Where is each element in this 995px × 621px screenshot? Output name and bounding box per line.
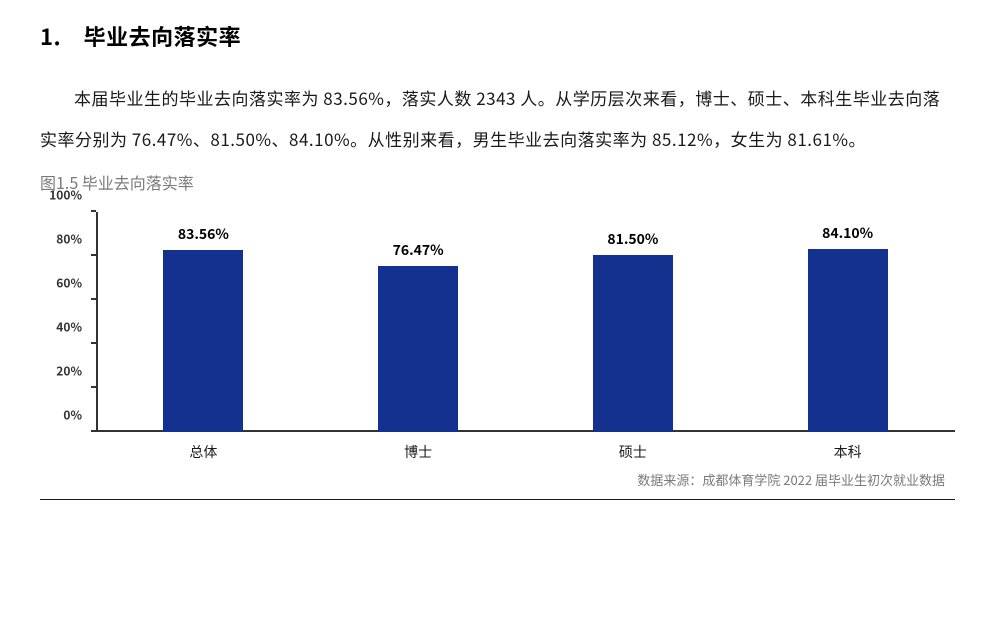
y-tick-label: 80%: [56, 230, 82, 247]
x-tick-label: 总体: [96, 434, 311, 462]
y-tick-label: 0%: [63, 406, 82, 423]
bar-slot: 76.47%: [311, 215, 526, 432]
bar: [808, 249, 888, 431]
chart-area: 0% 20% 40% 60% 80% 100% 83.56% 76.47%: [40, 212, 955, 462]
bar-slot: 83.56%: [96, 215, 311, 432]
data-source: 数据来源：成都体育学院 2022 届毕业生初次就业数据: [40, 470, 955, 489]
bar-chart: 0% 20% 40% 60% 80% 100% 83.56% 76.47%: [40, 212, 955, 462]
x-tick-label: 博士: [311, 434, 526, 462]
bar-slot: 84.10%: [740, 215, 955, 432]
bar-value-label: 83.56%: [178, 224, 229, 244]
bar-value-label: 81.50%: [607, 229, 658, 249]
y-tick-mark: [91, 210, 96, 212]
bar: [378, 266, 458, 432]
y-tick-label: 40%: [56, 318, 82, 335]
bars-container: 83.56% 76.47% 81.50% 84.10%: [96, 215, 955, 432]
body-paragraph: 本届毕业生的毕业去向落实率为 83.56%，落实人数 2343 人。从学历层次来…: [40, 78, 955, 160]
bar-slot: 81.50%: [526, 215, 741, 432]
figure-caption: 图1.5 毕业去向落实率: [40, 170, 955, 194]
section-heading: 1. 毕业去向落实率: [40, 20, 955, 52]
x-axis-labels: 总体 博士 硕士 本科: [96, 434, 955, 462]
y-tick-label: 60%: [56, 274, 82, 291]
y-axis: 0% 20% 40% 60% 80% 100%: [40, 212, 90, 432]
x-tick-label: 本科: [740, 434, 955, 462]
x-tick-label: 硕士: [526, 434, 741, 462]
y-tick-label: 100%: [49, 186, 82, 203]
y-tick-label: 20%: [56, 362, 82, 379]
divider: [40, 499, 955, 500]
bar-value-label: 76.47%: [393, 240, 444, 260]
bar: [593, 255, 673, 432]
bar-value-label: 84.10%: [822, 223, 873, 243]
bar: [163, 250, 243, 431]
